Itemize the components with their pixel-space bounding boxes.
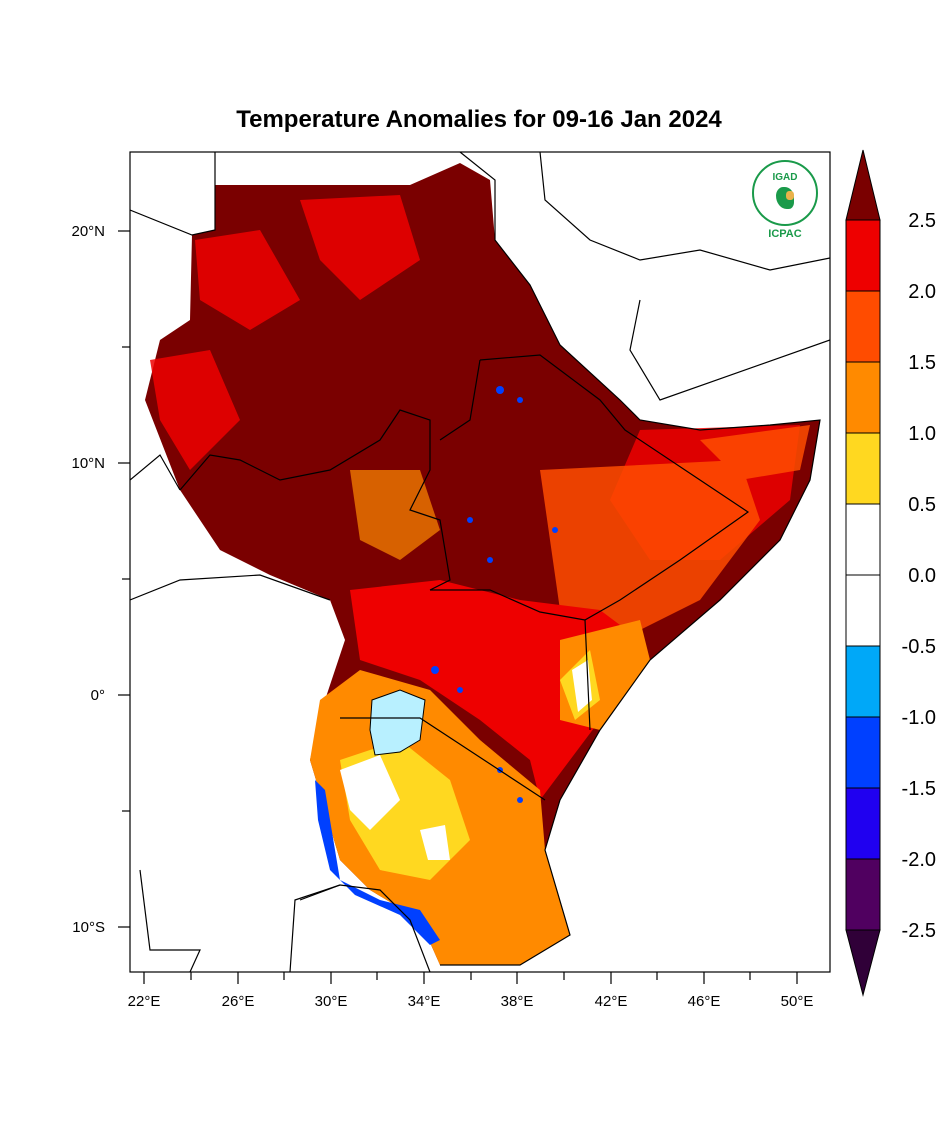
colorbar: 2.5 2.0 1.5 1.0 0.5 0.0 -0.5 -1.0 -1.5 -2.0 -2.5 [845, 149, 936, 997]
colorbar-label: -1.0 [902, 707, 936, 729]
colorbar-arrow-top [845, 149, 881, 221]
colorbar-segment [845, 858, 881, 931]
logo-icpac-text: ICPAC [768, 228, 802, 240]
lon-label: 46°E [688, 993, 721, 1010]
lon-label: 38°E [501, 993, 534, 1010]
colorbar-segment [845, 361, 881, 434]
colorbar-segment [845, 290, 881, 363]
colorbar-label: -2.0 [902, 849, 936, 871]
colorbar-label: 0.0 [908, 565, 936, 587]
lon-label: 22°E [128, 993, 161, 1010]
lon-label: 34°E [408, 993, 441, 1010]
colorbar-label: -0.5 [902, 636, 936, 658]
colorbar-label: 1.0 [908, 423, 936, 445]
lon-label: 30°E [315, 993, 348, 1010]
igad-icpac-logo: IGAD ICPAC [748, 160, 822, 240]
colorbar-label: 0.5 [908, 494, 936, 516]
lon-ticks [143, 972, 798, 984]
colorbar-segment [845, 219, 881, 292]
colorbar-label: 2.0 [908, 281, 936, 303]
colorbar-segment [845, 716, 881, 789]
colorbar-segment [845, 432, 881, 505]
lat-label: 20°N [71, 223, 105, 240]
colorbar-arrow-bottom [845, 929, 881, 997]
colorbar-segment [845, 645, 881, 718]
lon-label: 50°E [781, 993, 814, 1010]
lat-label: 10°N [71, 455, 105, 472]
colorbar-label: 1.5 [908, 352, 936, 374]
colorbar-label: -2.5 [902, 920, 936, 942]
lat-ticks [118, 230, 130, 928]
colorbar-label: 2.5 [908, 210, 936, 232]
map-title: Temperature Anomalies for 09-16 Jan 2024 [236, 106, 722, 133]
lon-label: 26°E [222, 993, 255, 1010]
colorbar-segment [845, 574, 881, 647]
lat-label: 0° [91, 687, 105, 704]
lake-victoria [369, 689, 426, 756]
logo-igad-text: IGAD [772, 172, 798, 183]
lat-label: 10°S [72, 919, 105, 936]
colorbar-segment [845, 503, 881, 576]
lon-label: 42°E [595, 993, 628, 1010]
colorbar-label: -1.5 [902, 778, 936, 800]
map-frame [129, 151, 831, 973]
colorbar-segment [845, 787, 881, 860]
